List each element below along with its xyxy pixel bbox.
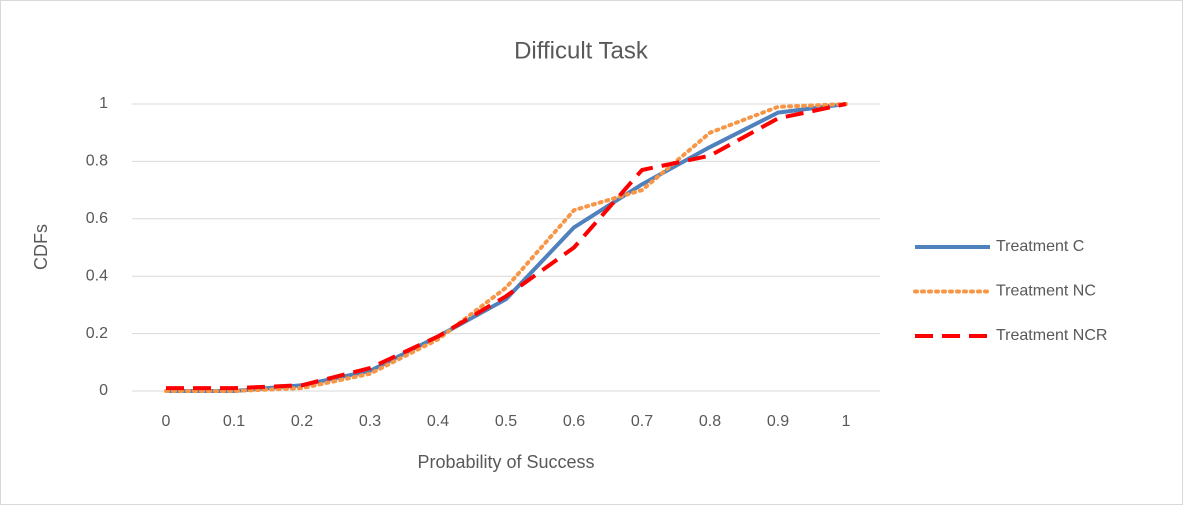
y-tick-label: 0.6 [86, 210, 108, 227]
x-tick-label: 0.5 [495, 413, 517, 430]
x-tick-label: 0.1 [223, 413, 245, 430]
y-tick-label: 0.4 [86, 267, 108, 284]
x-tick-label: 0.7 [631, 413, 653, 430]
y-tick-label: 0.8 [86, 153, 108, 170]
y-tick-label: 0 [99, 382, 108, 399]
x-tick-label: 0.8 [699, 413, 721, 430]
x-tick-label: 0.4 [427, 413, 449, 430]
y-axis-title: CDFs [31, 224, 51, 270]
y-tick-label: 0.2 [86, 325, 108, 342]
y-tick-label: 1 [99, 95, 108, 112]
legend-label: Treatment NCR [996, 327, 1107, 344]
x-tick-label: 1 [842, 413, 851, 430]
series-line [166, 102, 847, 391]
x-tick-label: 0.6 [563, 413, 585, 430]
x-tick-label: 0.3 [359, 413, 381, 430]
legend-label: Treatment C [996, 238, 1084, 255]
x-tick-label: 0.2 [291, 413, 313, 430]
series-line [164, 102, 848, 393]
chart-title: Difficult Task [514, 37, 649, 64]
x-axis-title: Probability of Success [417, 452, 594, 472]
legend-label: Treatment NC [996, 283, 1096, 300]
x-tick-label: 0.9 [767, 413, 789, 430]
x-tick-label: 0 [162, 413, 171, 430]
